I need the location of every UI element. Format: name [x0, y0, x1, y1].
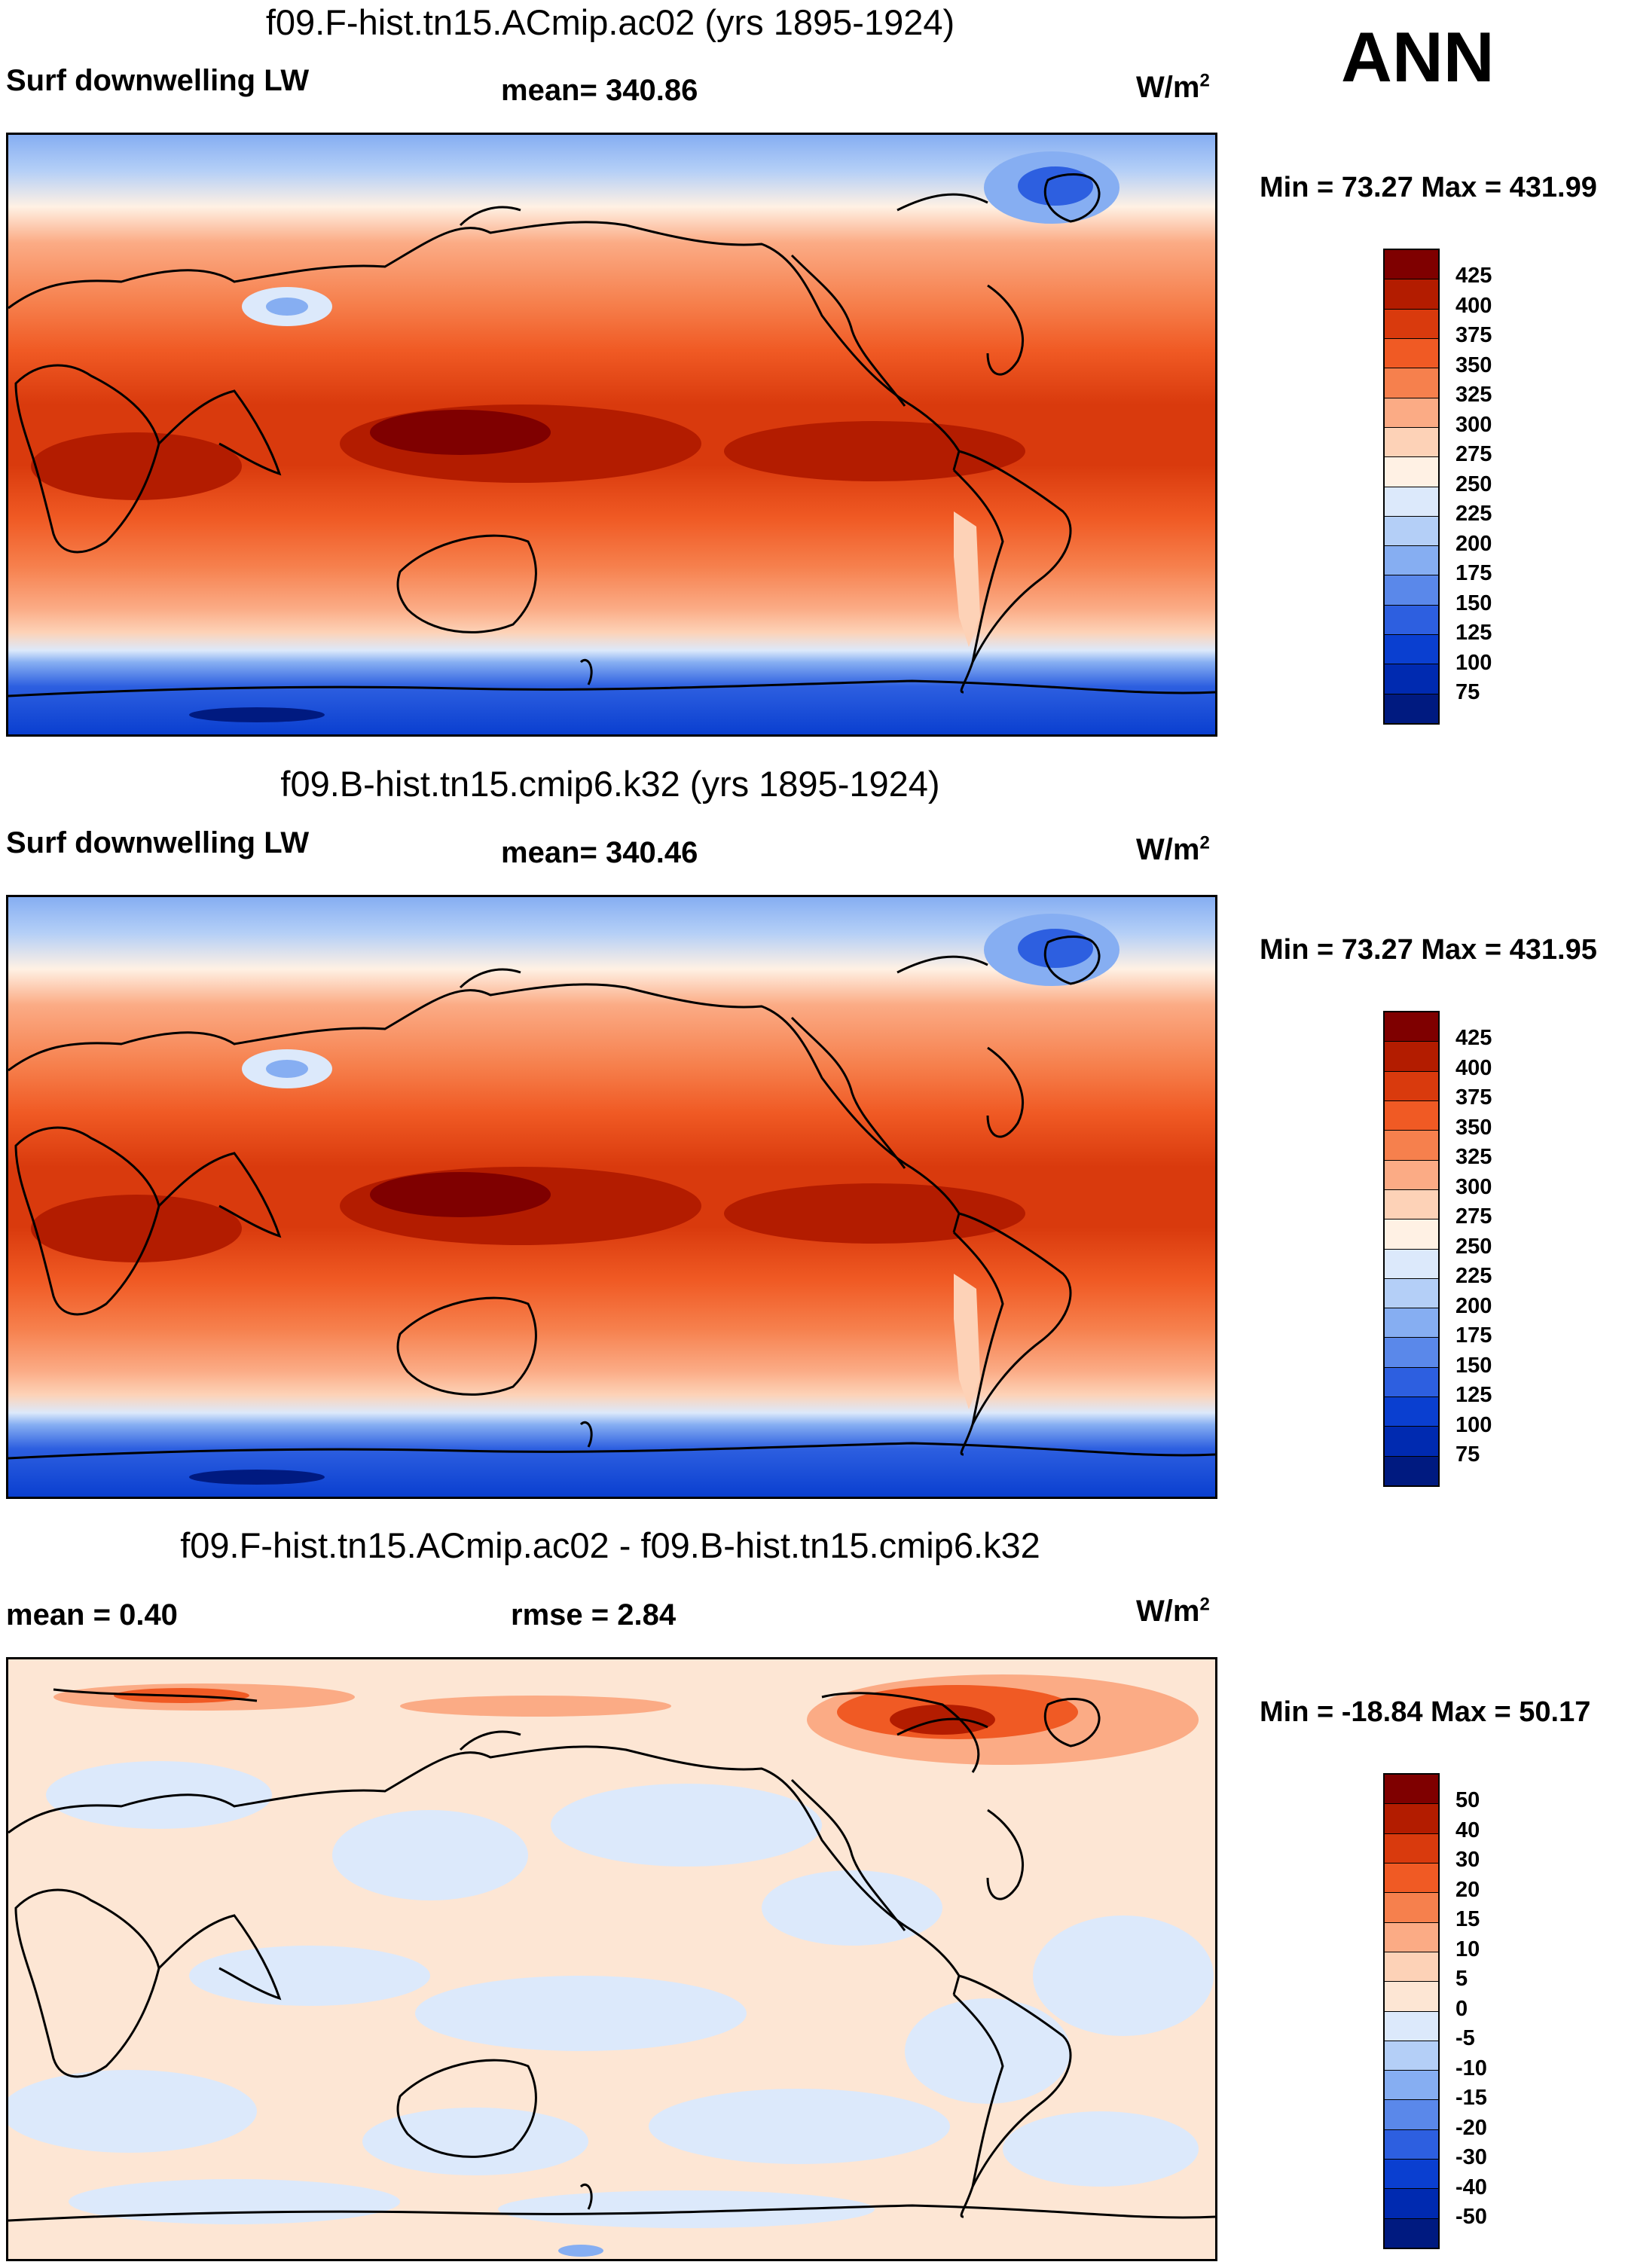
- colorbar-tick-label: 275: [1455, 442, 1492, 466]
- colorbar-tick-label: -10: [1455, 2056, 1487, 2080]
- panel-bottom-map-field: [8, 1659, 1215, 2259]
- panel-top-map-field: [8, 135, 1215, 734]
- colorbar-tick-label: 200: [1455, 531, 1492, 556]
- colorbar-tick-label: 225: [1455, 1264, 1492, 1288]
- panel-bottom-title: f09.F-hist.tn15.ACmip.ac02 - f09.B-hist.…: [180, 1525, 1040, 1565]
- colorbar-tick-label: 225: [1455, 502, 1492, 526]
- colorbar-tick-label: 150: [1455, 591, 1492, 615]
- panel-middle-units: W/m2: [1136, 832, 1210, 866]
- panel-top-title: f09.F-hist.tn15.ACmip.ac02 (yrs 1895-192…: [265, 2, 955, 42]
- colorbar-tick-label: 125: [1455, 621, 1492, 645]
- colorbar-tick-label: 75: [1455, 680, 1480, 704]
- colorbar-tick-label: 400: [1455, 293, 1492, 318]
- panel-bottom-units: W/m2: [1136, 1594, 1210, 1628]
- panel-middle-minmax: Min = 73.27 Max = 431.95: [1260, 934, 1597, 966]
- colorbar-tick-label: 5: [1455, 1967, 1468, 1991]
- panel-bottom-rmse-label: rmse = 2.84: [511, 1598, 677, 1632]
- colorbar-tick-label: 100: [1455, 650, 1492, 675]
- colorbar-tick-label: 200: [1455, 1293, 1492, 1318]
- colorbar-tick-label: 50: [1455, 1788, 1480, 1812]
- colorbar-tick-label: -5: [1455, 2026, 1475, 2050]
- colorbar-tick-label: 275: [1455, 1204, 1492, 1229]
- colorbar-tick-label: 375: [1455, 1085, 1492, 1110]
- colorbar-tick-label: 0: [1455, 1996, 1468, 2021]
- panel-middle-map-field: [8, 897, 1215, 1497]
- colorbar-tick-label: 375: [1455, 323, 1492, 347]
- colorbar-tick-label: 125: [1455, 1383, 1492, 1407]
- panel-top-variable-label: Surf downwelling LW: [6, 64, 310, 97]
- panel-middle-colorbar: [1383, 1011, 1440, 1487]
- panel-middle-map: [6, 895, 1217, 1499]
- colorbar-tick-label: 250: [1455, 472, 1492, 496]
- panel-bottom-minmax: Min = -18.84 Max = 50.17: [1260, 1696, 1591, 1728]
- colorbar-tick-label: 100: [1455, 1412, 1492, 1437]
- panel-top-units: W/m2: [1136, 70, 1210, 104]
- colorbar-tick-label: 425: [1455, 264, 1492, 288]
- colorbar-tick-label: 40: [1455, 1818, 1480, 1842]
- colorbar-tick-label: 175: [1455, 1323, 1492, 1348]
- panel-top-colorbar: [1383, 249, 1440, 725]
- panel-bottom-map: [6, 1657, 1217, 2261]
- panel-middle-variable-label: Surf downwelling LW: [6, 826, 310, 859]
- colorbar-tick-label: -20: [1455, 2115, 1487, 2140]
- panel-bottom-mean-label: mean = 0.40: [6, 1598, 178, 1632]
- colorbar-tick-label: 250: [1455, 1234, 1492, 1259]
- panel-top-minmax: Min = 73.27 Max = 431.99: [1260, 172, 1597, 203]
- panel-middle-title: f09.B-hist.tn15.cmip6.k32 (yrs 1895-1924…: [280, 764, 940, 804]
- colorbar-tick-label: 10: [1455, 1937, 1480, 1961]
- colorbar-tick-label: 325: [1455, 383, 1492, 407]
- panel-top-map: [6, 133, 1217, 737]
- colorbar-tick-label: -50: [1455, 2205, 1487, 2229]
- colorbar-tick-label: 300: [1455, 412, 1492, 437]
- colorbar-tick-label: 150: [1455, 1353, 1492, 1378]
- colorbar-tick-label: 350: [1455, 1115, 1492, 1140]
- colorbar-tick-label: 175: [1455, 561, 1492, 585]
- colorbar-tick-label: 20: [1455, 1877, 1480, 1902]
- colorbar-tick-label: 400: [1455, 1055, 1492, 1080]
- colorbar-tick-label: 425: [1455, 1026, 1492, 1050]
- season-label: ANN: [1341, 17, 1495, 96]
- colorbar-tick-label: 325: [1455, 1145, 1492, 1169]
- colorbar-tick-label: 30: [1455, 1848, 1480, 1872]
- colorbar-tick-label: 15: [1455, 1907, 1480, 1931]
- colorbar-tick-label: -30: [1455, 2145, 1487, 2169]
- colorbar-tick-label: -40: [1455, 2175, 1487, 2199]
- panel-bottom-colorbar: [1383, 1773, 1440, 2249]
- colorbar-tick-label: -15: [1455, 2086, 1487, 2110]
- panel-middle-mean-label: mean= 340.46: [501, 836, 698, 869]
- panel-top-mean-label: mean= 340.86: [501, 74, 698, 107]
- colorbar-tick-label: 300: [1455, 1174, 1492, 1199]
- colorbar-tick-label: 350: [1455, 353, 1492, 377]
- colorbar-tick-label: 75: [1455, 1442, 1480, 1467]
